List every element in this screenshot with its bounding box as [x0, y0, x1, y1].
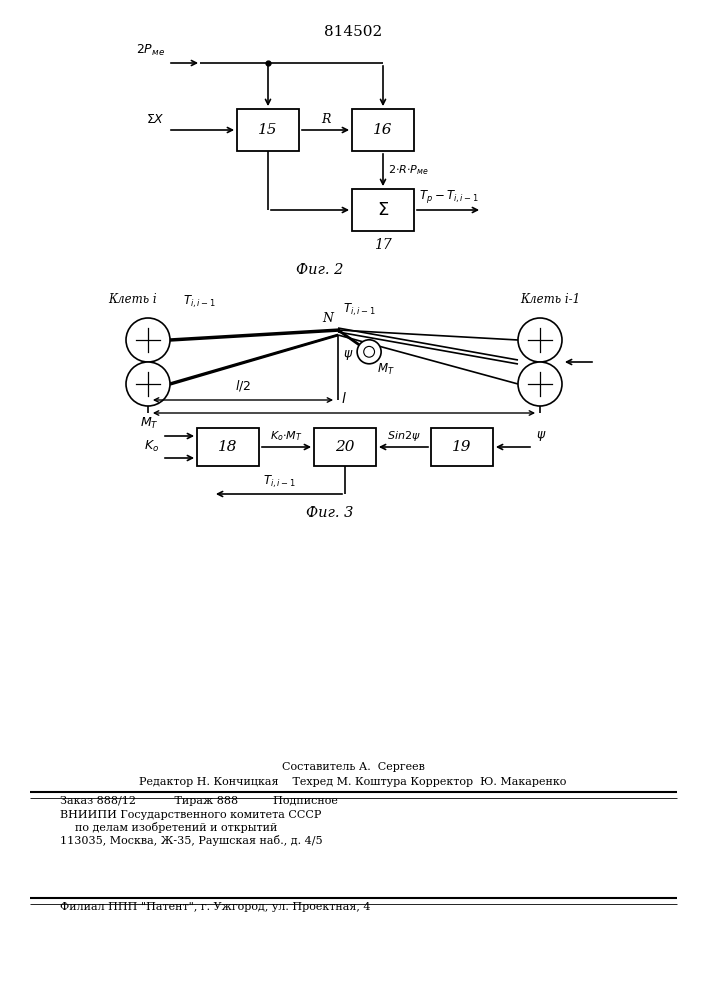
Circle shape: [518, 318, 562, 362]
Text: $l$: $l$: [341, 391, 347, 406]
Circle shape: [357, 340, 381, 364]
Text: $Sin 2\psi$: $Sin 2\psi$: [387, 429, 421, 443]
Text: по делам изобретений и открытий: по делам изобретений и открытий: [75, 822, 277, 833]
Text: $\Sigma$: $\Sigma$: [377, 201, 389, 219]
Text: 18: 18: [218, 440, 238, 454]
Bar: [197, 428, 259, 466]
Circle shape: [363, 346, 375, 357]
Text: Клеть i: Клеть i: [109, 293, 158, 306]
Text: $K_o{\cdot}M_T$: $K_o{\cdot}M_T$: [270, 429, 303, 443]
Bar: [352, 189, 414, 231]
Text: Фиг. 2: Фиг. 2: [296, 263, 344, 277]
Circle shape: [518, 362, 562, 406]
Text: 16: 16: [373, 123, 393, 137]
Text: R: R: [321, 113, 330, 126]
Text: $\psi$: $\psi$: [536, 429, 547, 443]
Text: 113035, Москва, Ж-35, Раушская наб., д. 4/5: 113035, Москва, Ж-35, Раушская наб., д. …: [60, 835, 322, 846]
Text: $T_{i,i-1}$: $T_{i,i-1}$: [343, 302, 375, 318]
Text: 814502: 814502: [324, 25, 382, 39]
Text: $K_o$: $K_o$: [144, 439, 159, 454]
Text: N: N: [322, 312, 333, 325]
Text: 20: 20: [335, 440, 355, 454]
Bar: [431, 428, 493, 466]
Text: $T_{i,i-1}$: $T_{i,i-1}$: [183, 294, 216, 310]
Text: $\psi$: $\psi$: [343, 348, 354, 362]
Text: $l/2$: $l/2$: [235, 378, 251, 393]
Text: $2P_{\mathit{ме}}$: $2P_{\mathit{ме}}$: [136, 43, 165, 58]
Text: ВНИИПИ Государственного комитета СССР: ВНИИПИ Государственного комитета СССР: [60, 810, 322, 820]
Text: $2{\cdot}R{\cdot}P_{\mathit{ме}}$: $2{\cdot}R{\cdot}P_{\mathit{ме}}$: [388, 163, 429, 177]
Text: $M_T$: $M_T$: [377, 362, 395, 377]
Text: $T_{i,i-1}$: $T_{i,i-1}$: [263, 474, 296, 490]
Text: $M_T$: $M_T$: [140, 416, 159, 431]
Text: Фиг. 3: Фиг. 3: [306, 506, 354, 520]
Text: 17: 17: [374, 238, 392, 252]
Text: $\Sigma X$: $\Sigma X$: [146, 113, 165, 126]
Text: $T_р - T_{i,i-1}$: $T_р - T_{i,i-1}$: [419, 188, 479, 205]
Circle shape: [126, 362, 170, 406]
Text: Клеть i-1: Клеть i-1: [520, 293, 580, 306]
Text: Заказ 888/12           Тираж 888          Подписное: Заказ 888/12 Тираж 888 Подписное: [60, 796, 338, 806]
Text: Редактор Н. Кончицкая    Техред М. Коштура Корректор  Ю. Макаренко: Редактор Н. Кончицкая Техред М. Коштура …: [139, 777, 567, 787]
Bar: [352, 109, 414, 151]
Text: 19: 19: [452, 440, 472, 454]
Bar: [314, 428, 376, 466]
Text: Филиал ППП "Патент", г. Ужгород, ул. Проектная, 4: Филиал ППП "Патент", г. Ужгород, ул. Про…: [60, 902, 370, 912]
Bar: [237, 109, 299, 151]
Text: 15: 15: [258, 123, 278, 137]
Text: Составитель А.  Сергеев: Составитель А. Сергеев: [281, 762, 424, 772]
Circle shape: [126, 318, 170, 362]
